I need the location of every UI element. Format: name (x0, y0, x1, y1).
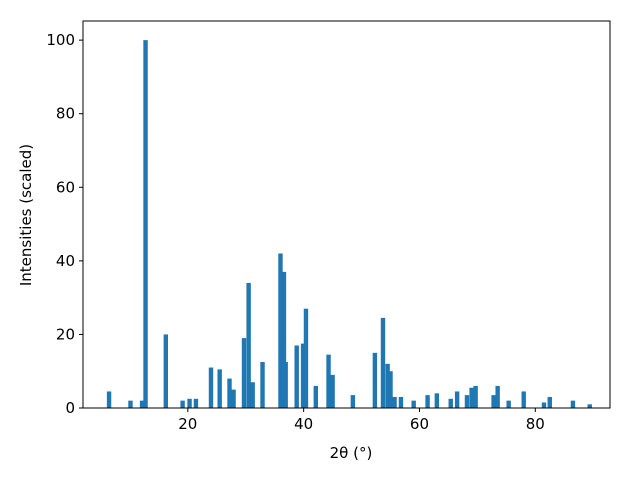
bar (326, 354, 331, 408)
x-tick-label: 40 (294, 415, 313, 433)
bar (495, 385, 500, 408)
bar (372, 352, 378, 408)
bar (250, 382, 255, 408)
bar (180, 400, 185, 408)
bar (434, 393, 440, 408)
bar (313, 385, 319, 408)
bar (278, 253, 283, 408)
bar (139, 400, 145, 408)
bar (187, 398, 192, 408)
bar (473, 385, 478, 408)
bar (106, 391, 112, 408)
bar (380, 317, 386, 408)
bar (392, 396, 397, 408)
bar (425, 395, 430, 408)
y-tick-label: 40 (56, 252, 75, 270)
bar (300, 343, 306, 408)
bar (163, 334, 169, 408)
y-tick-label: 80 (56, 105, 75, 123)
bar (294, 345, 299, 408)
bar (448, 398, 453, 408)
x-tick-label: 80 (526, 415, 545, 433)
x-axis-label: 2θ (°) (330, 444, 373, 462)
bar (281, 271, 287, 408)
bar (506, 400, 511, 408)
bar (547, 396, 552, 408)
x-tick-label: 20 (178, 415, 197, 433)
bar (385, 363, 390, 408)
bar (283, 362, 288, 408)
bar (521, 391, 526, 408)
bar (231, 389, 236, 408)
bar (193, 398, 199, 408)
y-tick-label: 0 (65, 399, 75, 417)
bar (587, 404, 592, 408)
plot-frame (82, 20, 611, 409)
bar (570, 400, 576, 408)
bar (454, 391, 460, 408)
bar (469, 387, 474, 408)
bar (227, 378, 232, 408)
x-tick-label: 60 (410, 415, 429, 433)
bar (303, 308, 309, 408)
bar (464, 395, 470, 408)
y-tick-label: 100 (46, 31, 75, 49)
bar (491, 395, 496, 408)
bar (208, 367, 214, 408)
bar (541, 402, 547, 408)
y-axis-label: Intensities (scaled) (17, 144, 35, 286)
bar (330, 374, 335, 408)
bar (260, 362, 265, 408)
bar (398, 396, 404, 408)
y-tick-label: 20 (56, 325, 75, 343)
bar (217, 369, 222, 408)
bar (246, 282, 251, 408)
bar (128, 400, 133, 408)
bar (388, 371, 393, 408)
bar (350, 395, 356, 408)
bar (241, 338, 247, 408)
bar (411, 400, 416, 408)
y-tick-label: 60 (56, 178, 75, 196)
bar (143, 40, 148, 409)
